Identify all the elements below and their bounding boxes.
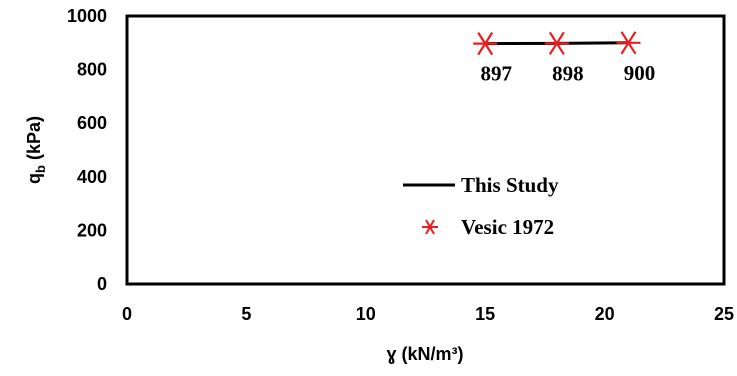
x-tick-label: 25 [714, 304, 734, 324]
y-tick-label: 600 [77, 113, 107, 133]
x-tick-label: 20 [595, 304, 615, 324]
x-tick-label: 5 [241, 304, 251, 324]
x-axis-title: ɣ (kN/m³) [386, 344, 463, 364]
legend: This Study Vesic 1972 [403, 173, 559, 239]
x-tick-label: 10 [356, 304, 376, 324]
x-tick-label: 15 [475, 304, 495, 324]
data-point-asterisk [473, 32, 498, 56]
legend-label-this-study: This Study [461, 173, 559, 197]
legend-label-vesic-1972: Vesic 1972 [461, 215, 554, 239]
y-axis-ticks: 0 200 400 600 800 1000 [67, 6, 107, 294]
data-point-asterisk [616, 31, 641, 55]
series-points [473, 31, 641, 56]
data-label: 897 [480, 62, 512, 86]
y-axis-title-subscript: b [33, 165, 48, 173]
y-tick-label: 400 [77, 167, 107, 187]
y-axis-title: qb (kPa) [24, 116, 48, 184]
x-tick-label: 0 [122, 304, 132, 324]
data-label: 898 [552, 61, 584, 85]
plot-area [125, 14, 726, 286]
y-tick-label: 0 [97, 274, 107, 294]
legend-asterisk-swatch [422, 219, 438, 235]
y-tick-label: 1000 [67, 6, 107, 26]
y-tick-label: 200 [77, 220, 107, 240]
x-axis-ticks: 0 5 10 15 20 25 [122, 304, 734, 324]
data-labels: 897 898 900 [480, 61, 655, 86]
data-point-asterisk [544, 31, 569, 55]
data-label: 900 [624, 61, 656, 85]
y-tick-label: 800 [77, 60, 107, 80]
